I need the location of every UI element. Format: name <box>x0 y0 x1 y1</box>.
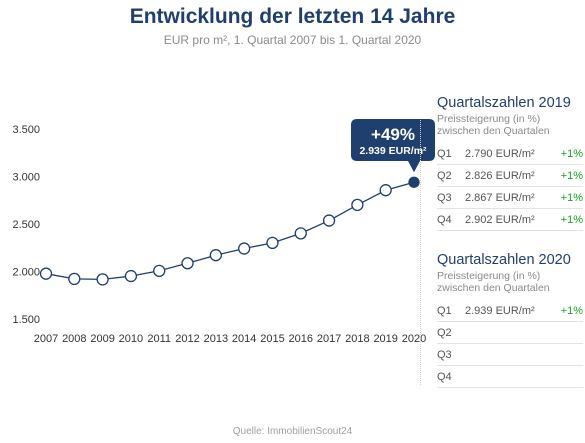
data-point-highlight <box>408 176 420 188</box>
x-tick-label: 2007 <box>34 333 58 345</box>
data-point <box>181 257 194 270</box>
y-tick-label: 3.500 <box>12 124 40 136</box>
quarter-value: 2.902 EUR/m² <box>465 213 535 226</box>
quarter-change: +1% <box>560 304 583 317</box>
quarters-2020-table: Q1 2.939 EUR/m² +1% Q2 Q3 Q4 <box>437 300 583 388</box>
table-row: Q3 2.867 EUR/m² +1% <box>437 187 583 209</box>
series-line <box>45 181 415 281</box>
quarter-change: +1% <box>560 213 583 226</box>
quarter-label: Q1 <box>437 304 452 317</box>
x-tick-label: 2016 <box>289 333 313 345</box>
quarter-label: Q3 <box>437 191 452 204</box>
data-point <box>266 236 279 250</box>
y-axis: 1.500 2.000 2.500 3.000 3.500 <box>12 124 40 326</box>
quarter-label: Q2 <box>437 169 452 182</box>
quarter-change: +1% <box>560 191 583 204</box>
x-axis: 2007 2008 2009 2010 2011 2012 2013 2014 2015 2016… <box>34 333 426 345</box>
x-tick-label: 2011 <box>147 333 171 345</box>
data-point <box>294 227 307 240</box>
quarters-2020-panel: Quartalszahlen 2020 Preissteigerung (in … <box>437 252 583 388</box>
x-tick-label: 2013 <box>204 333 228 345</box>
x-tick-label: 2010 <box>119 333 143 345</box>
table-row: Q2 <box>437 322 583 344</box>
chart-subtitle: EUR pro m², 1. Quartal 2007 bis 1. Quart… <box>163 33 422 47</box>
quarter-label: Q1 <box>437 147 452 160</box>
quarters-2019-title: Quartalszahlen 2019 <box>437 95 571 111</box>
quarter-value: 2.867 EUR/m² <box>465 191 535 204</box>
quarter-value: 2.939 EUR/m² <box>465 304 535 317</box>
table-row: Q4 2.902 EUR/m² +1% <box>437 209 583 231</box>
data-point <box>153 264 166 277</box>
quarters-2019-subtitle-line2: zwischen den Quartalen <box>437 125 550 137</box>
x-tick-label: 2020 <box>402 333 426 345</box>
x-tick-label: 2017 <box>317 333 341 345</box>
data-point <box>96 273 109 286</box>
table-row: Q3 <box>437 344 583 366</box>
y-tick-label: 3.000 <box>12 171 40 183</box>
x-tick-label: 2009 <box>90 333 114 345</box>
quarters-2020-title: Quartalszahlen 2020 <box>437 252 571 268</box>
x-tick-label: 2014 <box>232 333 256 345</box>
y-tick-label: 1.500 <box>12 314 40 326</box>
data-point <box>379 184 392 197</box>
data-point <box>124 269 138 283</box>
panel-divider <box>420 120 421 385</box>
data-point <box>238 242 251 255</box>
quarters-2019-subtitle-line1: Preissteigerung (in %) <box>437 113 541 125</box>
quarters-2019-panel: Quartalszahlen 2019 Preissteigerung (in … <box>437 95 583 231</box>
x-tick-label: 2018 <box>345 333 369 345</box>
chart-title: Entwicklung der letzten 14 Jahre <box>129 5 456 28</box>
quarters-2020-subtitle-line1: Preissteigerung (in %) <box>437 270 541 282</box>
x-tick-label: 2015 <box>260 333 284 345</box>
data-point <box>351 198 364 212</box>
quarters-2020-subtitle-line2: zwischen den Quartalen <box>437 282 550 294</box>
quarter-label: Q3 <box>437 348 452 361</box>
data-point <box>68 272 81 286</box>
table-row: Q2 2.826 EUR/m² +1% <box>437 165 583 187</box>
y-tick-label: 2.000 <box>12 266 40 278</box>
data-point <box>322 214 336 227</box>
data-points <box>39 176 420 286</box>
table-row: Q1 2.939 EUR/m² +1% <box>437 300 583 322</box>
quarter-label: Q4 <box>437 213 452 226</box>
x-tick-label: 2012 <box>175 333 199 345</box>
quarter-change: +1% <box>560 169 583 182</box>
quarters-2019-subtitle: Preissteigerung (in %) zwischen den Quar… <box>437 113 583 137</box>
quarter-value: 2.826 EUR/m² <box>465 169 535 182</box>
x-tick-label: 2019 <box>373 333 397 345</box>
y-tick-label: 2.500 <box>12 219 40 231</box>
callout-box: +49% 2.939 EUR/m² <box>351 119 435 173</box>
quarter-label: Q4 <box>437 370 452 383</box>
quarter-change: +1% <box>560 147 583 160</box>
quarter-value: 2.790 EUR/m² <box>465 147 535 160</box>
callout-value: 2.939 EUR/m² <box>359 145 427 157</box>
table-row: Q4 <box>437 366 583 388</box>
callout-background <box>351 119 435 173</box>
table-row: Q1 2.790 EUR/m² +1% <box>437 143 583 165</box>
source-note: Quelle: ImmobilienScout24 <box>232 426 353 437</box>
quarters-2020-subtitle: Preissteigerung (in %) zwischen den Quar… <box>437 270 583 294</box>
x-tick-label: 2008 <box>62 333 86 345</box>
data-point <box>209 249 222 262</box>
quarter-label: Q2 <box>437 326 452 339</box>
data-point <box>39 267 53 280</box>
quarters-2019-table: Q1 2.790 EUR/m² +1% Q2 2.826 EUR/m² +1% … <box>437 143 583 231</box>
callout-percent: +49% <box>371 125 415 144</box>
